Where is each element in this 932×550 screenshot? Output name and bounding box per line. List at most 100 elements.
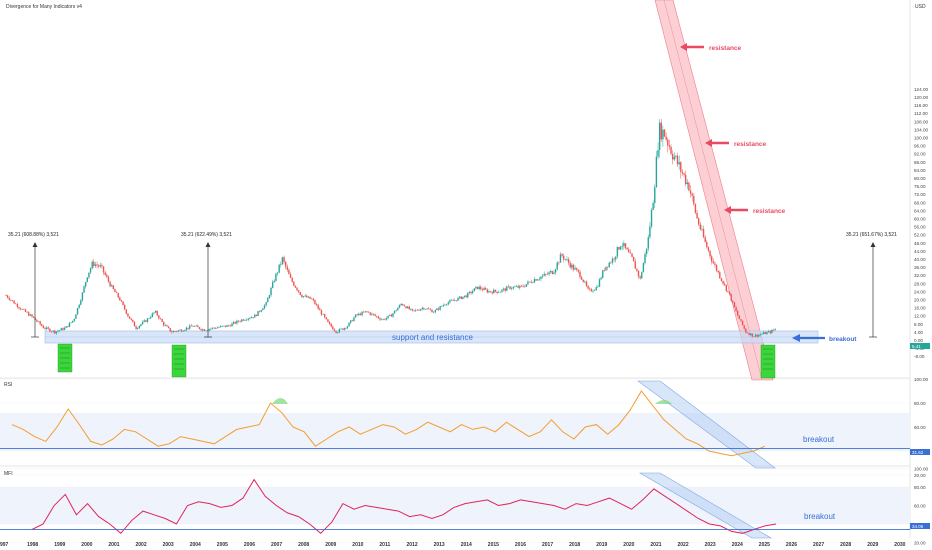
- candle-body: [359, 313, 362, 316]
- candle-body: [411, 308, 414, 311]
- candle-body: [530, 281, 532, 283]
- candle-body: [429, 309, 432, 310]
- time-tick-label: 2014: [461, 542, 472, 548]
- candle-body: [366, 311, 368, 312]
- candle-body: [400, 304, 402, 306]
- candle-body: [750, 333, 752, 336]
- candle-body: [257, 311, 259, 316]
- candle-body: [393, 310, 396, 314]
- candle-body: [470, 291, 472, 294]
- candle-body: [106, 274, 108, 277]
- support-resistance-label: support and resistance: [392, 333, 473, 342]
- candle-body: [579, 271, 581, 278]
- candle-body: [229, 325, 232, 327]
- price-tick-label: 32.00: [914, 273, 926, 278]
- mfi-tick-label: 100.00: [914, 467, 928, 472]
- candle-body: [423, 307, 425, 310]
- candle-body: [406, 306, 409, 309]
- price-tick-label: 96.00: [914, 144, 926, 149]
- candle-body: [148, 318, 150, 319]
- candle-body: [322, 314, 324, 315]
- candle-body: [120, 300, 123, 302]
- candle-body: [720, 278, 723, 281]
- candle-body: [5, 295, 7, 297]
- price-tick-label: 28.00: [914, 281, 926, 286]
- candle-body: [133, 321, 136, 327]
- candle-body: [337, 332, 339, 334]
- candle-body: [389, 314, 391, 316]
- candle-body: [733, 302, 736, 308]
- candle-body: [39, 321, 41, 325]
- candle-body: [244, 320, 246, 321]
- candle-body: [554, 269, 557, 273]
- time-tick-label: 2029: [867, 542, 878, 548]
- candle-body: [358, 313, 360, 316]
- chart-overlays: [44, 0, 819, 539]
- candle-body: [78, 304, 80, 309]
- price-tick-label: 44.00: [914, 249, 926, 254]
- candle-body: [621, 246, 623, 247]
- candle-body: [154, 311, 157, 313]
- candle-body: [460, 296, 462, 299]
- time-tick-label: 2018: [569, 542, 580, 548]
- price-tick-label: 64.00: [914, 208, 926, 213]
- candle-body: [301, 295, 303, 298]
- candle-body: [127, 313, 129, 317]
- candle-body: [262, 308, 264, 311]
- candle-body: [271, 282, 274, 288]
- candle-body: [83, 286, 85, 293]
- resistance-label-3: resistance: [753, 208, 786, 215]
- candle-body: [727, 290, 729, 292]
- candle-body: [153, 312, 155, 314]
- candle-body: [377, 316, 380, 319]
- candle-body: [8, 297, 10, 300]
- candle-body: [632, 256, 635, 262]
- candle-body: [545, 273, 547, 275]
- price-tick-label: 112.00: [914, 111, 928, 116]
- rsi-pane-label: RSI: [4, 382, 12, 388]
- candle-body: [772, 329, 775, 331]
- candle-body: [649, 226, 651, 238]
- price-tick-label: 120.00: [914, 95, 928, 100]
- candle-body: [424, 309, 427, 310]
- candle-body: [91, 261, 93, 269]
- candle-body: [70, 322, 72, 324]
- candle-body: [571, 264, 573, 268]
- candle-body: [600, 277, 602, 280]
- candle-body: [502, 288, 505, 290]
- breakout-arrow-head: [792, 334, 800, 342]
- candle-body: [68, 323, 71, 327]
- candle-body: [434, 310, 436, 313]
- candle-body: [644, 253, 646, 264]
- candle-body: [296, 287, 298, 291]
- candle-body: [444, 304, 446, 306]
- candle-body: [405, 306, 407, 309]
- candle-body: [374, 314, 376, 316]
- breakout-label-mfi: breakout: [804, 512, 836, 521]
- candle-body: [764, 332, 767, 335]
- candle-body: [546, 274, 549, 275]
- candle-body: [754, 334, 757, 337]
- candle-body: [289, 274, 292, 278]
- time-tick-label: 2021: [650, 542, 661, 548]
- price-tick-label: 88.00: [914, 160, 926, 165]
- candle-body: [537, 279, 539, 281]
- time-tick-label: 2009: [325, 542, 336, 548]
- candle-body: [307, 296, 310, 298]
- candle-body: [361, 311, 363, 316]
- candle-body: [714, 263, 716, 266]
- candle-body: [73, 318, 75, 321]
- candle-body: [226, 325, 228, 327]
- candle-body: [353, 317, 355, 322]
- candle-body: [574, 268, 576, 270]
- candle-body: [486, 289, 488, 293]
- candle-body: [223, 325, 225, 327]
- candle-body: [263, 305, 266, 309]
- candle-body: [501, 289, 503, 292]
- candle-body: [766, 332, 768, 335]
- candle-body: [340, 328, 342, 330]
- axes: 124.00 120.00 116.00 112.00 108.00 104.00 100.…: [0, 87, 928, 548]
- candle-body: [55, 331, 58, 334]
- candle-body: [647, 237, 649, 249]
- candle-body: [706, 242, 708, 248]
